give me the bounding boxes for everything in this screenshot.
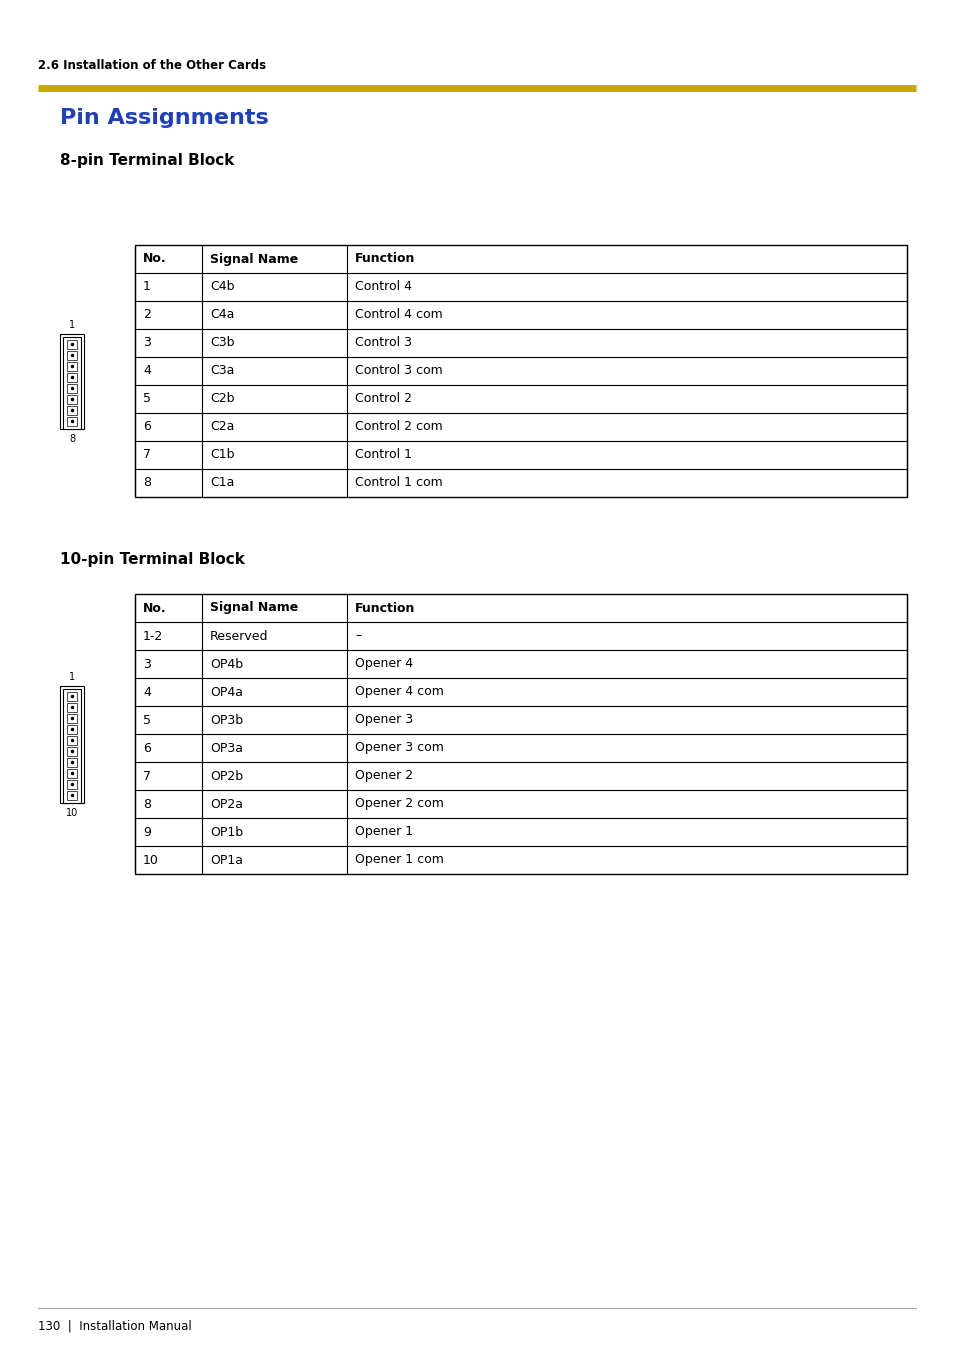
Bar: [68, 735, 77, 744]
Bar: [68, 384, 77, 393]
Text: 8: 8: [70, 435, 75, 444]
Text: 1: 1: [70, 320, 75, 331]
Bar: [60, 334, 85, 428]
Text: Control 3: Control 3: [355, 336, 412, 350]
Bar: [68, 703, 77, 712]
Text: Opener 3 com: Opener 3 com: [355, 742, 443, 754]
Text: 9: 9: [143, 825, 151, 839]
Text: 130  |  Installation Manual: 130 | Installation Manual: [38, 1320, 192, 1333]
Text: Opener 2: Opener 2: [355, 770, 413, 782]
Text: 5: 5: [143, 713, 151, 727]
Text: 6: 6: [143, 420, 151, 434]
Bar: [68, 780, 77, 789]
Text: C3a: C3a: [210, 365, 234, 377]
Text: Opener 4: Opener 4: [355, 658, 413, 670]
Text: 2.6 Installation of the Other Cards: 2.6 Installation of the Other Cards: [38, 59, 266, 72]
Text: Opener 2 com: Opener 2 com: [355, 797, 443, 811]
Bar: [68, 790, 77, 800]
Bar: [64, 689, 81, 802]
Text: Control 1: Control 1: [355, 449, 412, 462]
Text: 10: 10: [67, 808, 78, 819]
Bar: [68, 362, 77, 370]
Text: Function: Function: [355, 601, 415, 615]
Bar: [68, 394, 77, 404]
Text: Opener 1 com: Opener 1 com: [355, 854, 443, 866]
Bar: [68, 769, 77, 777]
Bar: [68, 692, 77, 701]
Text: OP2b: OP2b: [210, 770, 243, 782]
Text: 5: 5: [143, 393, 151, 405]
Text: 8-pin Terminal Block: 8-pin Terminal Block: [60, 153, 234, 168]
Bar: [64, 336, 81, 428]
Text: 8: 8: [143, 477, 151, 489]
Text: Function: Function: [355, 253, 415, 266]
Text: 2: 2: [143, 308, 151, 322]
Text: 6: 6: [143, 742, 151, 754]
Text: OP1a: OP1a: [210, 854, 243, 866]
Text: 1: 1: [143, 281, 151, 293]
Bar: [68, 350, 77, 359]
Text: C2a: C2a: [210, 420, 234, 434]
Text: Signal Name: Signal Name: [210, 253, 298, 266]
Bar: [68, 713, 77, 723]
Text: Signal Name: Signal Name: [210, 601, 298, 615]
Text: OP3b: OP3b: [210, 713, 243, 727]
Bar: [60, 685, 85, 802]
Text: 8: 8: [143, 797, 151, 811]
Bar: [135, 245, 906, 497]
Text: C4b: C4b: [210, 281, 234, 293]
Text: 4: 4: [143, 365, 151, 377]
Text: Control 3 com: Control 3 com: [355, 365, 442, 377]
Text: OP2a: OP2a: [210, 797, 243, 811]
Text: C4a: C4a: [210, 308, 234, 322]
Text: No.: No.: [143, 601, 167, 615]
Text: 10-pin Terminal Block: 10-pin Terminal Block: [60, 553, 245, 567]
Text: OP1b: OP1b: [210, 825, 243, 839]
Text: Pin Assignments: Pin Assignments: [60, 108, 269, 128]
Text: Control 4: Control 4: [355, 281, 412, 293]
Text: 7: 7: [143, 770, 151, 782]
Text: C1b: C1b: [210, 449, 234, 462]
Text: C3b: C3b: [210, 336, 234, 350]
Text: Opener 3: Opener 3: [355, 713, 413, 727]
Text: OP3a: OP3a: [210, 742, 243, 754]
Text: –: –: [355, 630, 361, 643]
Bar: [68, 758, 77, 766]
Text: 3: 3: [143, 658, 151, 670]
Text: Reserved: Reserved: [210, 630, 268, 643]
Text: C1a: C1a: [210, 477, 234, 489]
Text: 4: 4: [143, 685, 151, 698]
Text: Opener 4 com: Opener 4 com: [355, 685, 443, 698]
Bar: [68, 373, 77, 381]
Bar: [68, 339, 77, 349]
Text: 7: 7: [143, 449, 151, 462]
Text: Control 2 com: Control 2 com: [355, 420, 442, 434]
Text: Opener 1: Opener 1: [355, 825, 413, 839]
Text: 1-2: 1-2: [143, 630, 163, 643]
Text: Control 1 com: Control 1 com: [355, 477, 442, 489]
Bar: [68, 747, 77, 755]
Text: OP4b: OP4b: [210, 658, 243, 670]
Text: C2b: C2b: [210, 393, 234, 405]
Text: No.: No.: [143, 253, 167, 266]
Text: 10: 10: [143, 854, 159, 866]
Bar: [68, 724, 77, 734]
Text: Control 4 com: Control 4 com: [355, 308, 442, 322]
Text: 1: 1: [70, 673, 75, 682]
Text: Control 2: Control 2: [355, 393, 412, 405]
Text: OP4a: OP4a: [210, 685, 243, 698]
Bar: [135, 594, 906, 874]
Bar: [68, 416, 77, 426]
Text: 3: 3: [143, 336, 151, 350]
Bar: [68, 405, 77, 415]
